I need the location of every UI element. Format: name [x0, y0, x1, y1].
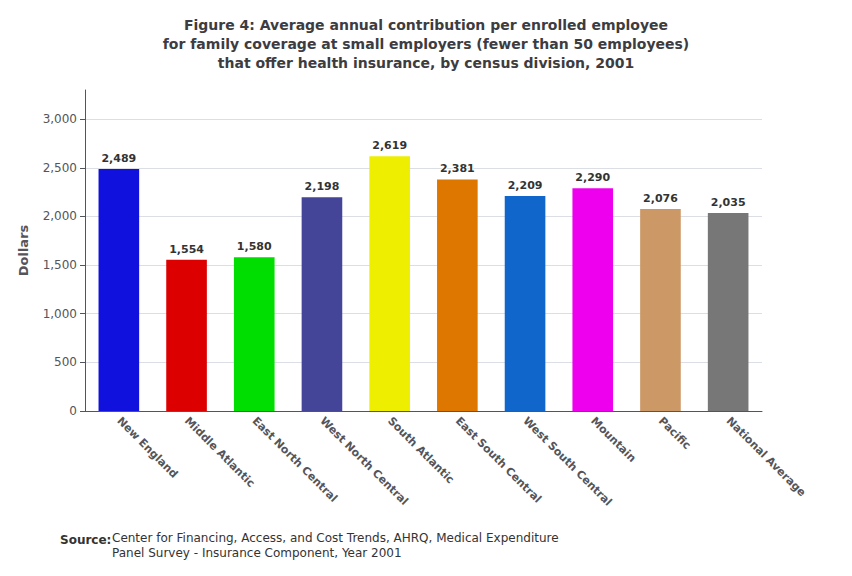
svg-text:for family coverage at small e: for family coverage at small employers (…	[163, 36, 689, 52]
svg-text:National Average: National Average	[724, 414, 809, 499]
svg-text:Middle Atlantic: Middle Atlantic	[182, 414, 257, 489]
svg-text:West North Central: West North Central	[317, 414, 411, 508]
svg-text:2,500: 2,500	[43, 161, 77, 175]
svg-text:1,554: 1,554	[169, 243, 204, 256]
svg-text:1,500: 1,500	[43, 258, 77, 272]
svg-text:East South Central: East South Central	[452, 414, 544, 506]
svg-text:2,381: 2,381	[440, 162, 475, 175]
svg-text:Pacific: Pacific	[656, 414, 694, 452]
svg-text:2,489: 2,489	[101, 152, 136, 165]
svg-text:Figure 4: Average annual contr: Figure 4: Average annual contribution pe…	[184, 17, 668, 33]
svg-text:Mountain: Mountain	[588, 414, 638, 464]
svg-text:2,619: 2,619	[372, 139, 407, 152]
svg-text:Panel Survey - Insurance Compo: Panel Survey - Insurance Component, Year…	[112, 546, 402, 560]
svg-text:South Atlantic: South Atlantic	[385, 414, 457, 486]
svg-text:New England: New England	[114, 414, 180, 480]
svg-text:2,000: 2,000	[43, 209, 77, 223]
svg-text:500: 500	[54, 355, 77, 369]
svg-text:2,290: 2,290	[575, 171, 610, 184]
svg-text:2,209: 2,209	[508, 179, 543, 192]
svg-text:that offer health insurance, b: that offer health insurance, by census d…	[218, 55, 634, 71]
svg-text:Center for Financing, Access,: Center for Financing, Access, and Cost T…	[112, 531, 559, 545]
svg-text:1,580: 1,580	[237, 240, 272, 253]
svg-text:3,000: 3,000	[43, 112, 77, 126]
svg-text:2,076: 2,076	[643, 192, 678, 205]
svg-text:1,000: 1,000	[43, 307, 77, 321]
svg-text:Source:: Source:	[60, 533, 111, 547]
svg-text:0: 0	[69, 404, 77, 418]
svg-text:2,198: 2,198	[305, 180, 340, 193]
svg-text:2,035: 2,035	[711, 196, 746, 209]
svg-text:West South Central: West South Central	[520, 414, 615, 509]
svg-text:Dollars: Dollars	[16, 224, 31, 276]
svg-text:East North Central: East North Central	[249, 414, 340, 505]
